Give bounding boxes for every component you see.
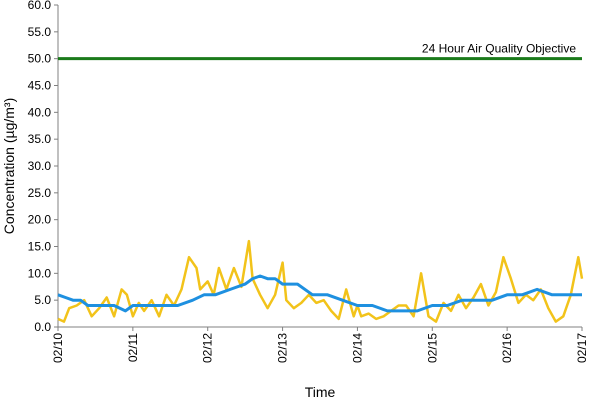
y-tick-label: 0.0 [34,320,51,334]
x-tick-label: 02/16 [500,333,514,363]
x-axis-ticks: 02/10 02/11 02/12 02/13 02/14 02/15 02/16 02/17 [51,327,589,363]
x-tick-label: 02/15 [425,333,439,363]
y-tick-label: 25.0 [28,186,52,200]
y-axis-ticks: 0.0 5.0 10.0 15.0 20.0 25.0 30.0 35.0 40.0 45.0 50… [28,0,58,334]
x-tick-label: 02/12 [201,333,215,363]
y-tick-label: 55.0 [28,25,52,39]
y-tick-label: 15.0 [28,240,52,254]
y-tick-label: 60.0 [28,0,52,12]
y-tick-label: 5.0 [34,293,51,307]
series-layer [57,239,584,323]
x-tick-label: 02/17 [575,333,589,363]
x-tick-label: 02/10 [51,333,65,363]
y-tick-label: 50.0 [28,52,52,66]
y-axis-title: Concentration (µg/m³) [1,98,17,234]
series-line-yellow [57,239,584,323]
y-tick-label: 30.0 [28,159,52,173]
y-tick-label: 10.0 [28,266,52,280]
y-tick-label: 20.0 [28,213,52,227]
y-tick-label: 45.0 [28,79,52,93]
x-tick-label: 02/11 [126,333,140,362]
x-axis-title: Time [305,384,336,400]
y-tick-label: 35.0 [28,132,52,146]
y-tick-label: 40.0 [28,105,52,119]
series-line-blue [57,274,582,313]
x-tick-label: 02/14 [350,333,364,363]
x-tick-label: 02/13 [276,333,290,363]
air-quality-objective-label: 24 Hour Air Quality Objective [422,42,576,56]
